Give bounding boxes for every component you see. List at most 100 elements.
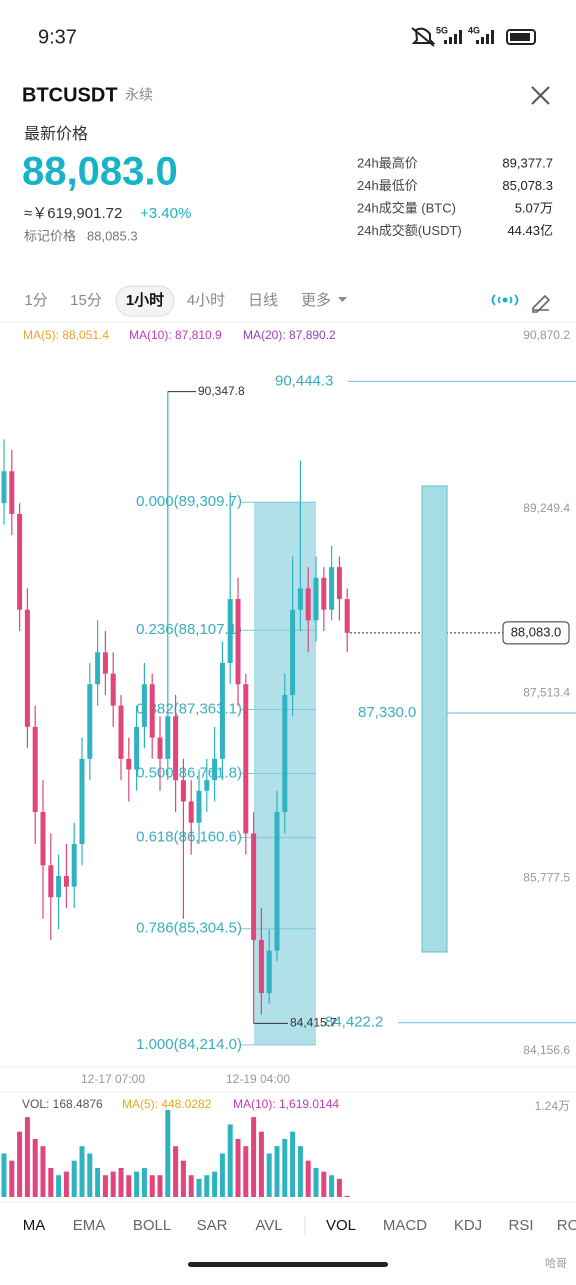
candle-body <box>313 577 319 621</box>
candle-body <box>40 812 46 866</box>
candle-body <box>1 471 7 504</box>
volume-bar <box>71 1160 77 1197</box>
draw-button[interactable] <box>532 294 551 313</box>
volume-bar <box>56 1175 62 1197</box>
level-label: 90,444.3 <box>275 372 333 389</box>
status-time: 9:37 <box>38 26 77 48</box>
candle-body <box>32 726 38 813</box>
candle-body <box>95 652 101 685</box>
candle-body <box>329 567 335 610</box>
candle-body <box>24 609 30 727</box>
indicator-tab[interactable]: SAR <box>197 1217 228 1234</box>
candle-body <box>165 716 171 759</box>
indicator-tab[interactable]: MA <box>23 1217 46 1234</box>
volume-bar <box>141 1167 147 1197</box>
volume-bar <box>274 1146 280 1197</box>
indicator-tabs: MA EMA BOLL SAR AVL VOL MACD KDJ RSI RO <box>23 1216 576 1236</box>
y-tick-label: 87,513.4 <box>523 686 570 700</box>
fib-label: 1.000(84,214.0) <box>136 1036 242 1053</box>
candle-body <box>336 567 342 600</box>
candle-body <box>305 588 311 621</box>
indicator-tab[interactable]: MACD <box>383 1217 427 1234</box>
indicator-tab[interactable]: BOLL <box>133 1217 171 1234</box>
tab-selected <box>115 285 175 317</box>
fib-label: 0.382(87,363.1) <box>136 700 242 717</box>
volume-bar <box>297 1146 303 1197</box>
price-label: 最新价格 <box>24 125 88 143</box>
symbol: BTCUSDT <box>22 84 118 106</box>
volume-bar <box>165 1109 171 1197</box>
kline-chart: 90,870.2 89,249.4 87,513.4 85,777.5 84,156.6… <box>1 328 576 1086</box>
signal-icon <box>476 30 494 44</box>
price-change: +3.40% <box>140 205 191 222</box>
volume-bar <box>134 1171 140 1197</box>
candle-body <box>102 652 108 674</box>
indicator-tab[interactable]: RO <box>557 1217 576 1234</box>
indicator-tab[interactable]: VOL <box>326 1217 356 1234</box>
candle-body <box>134 726 140 770</box>
y-tick-label: 85,777.5 <box>523 871 570 885</box>
indicator-tab[interactable]: RSI <box>508 1217 533 1234</box>
high-note: 90,347.8 <box>198 384 245 398</box>
interval-tab[interactable]: 15分 <box>70 292 102 309</box>
volume-bar <box>235 1138 241 1197</box>
candle-body <box>227 599 233 663</box>
dropdown-arrow <box>338 297 347 302</box>
candle-body <box>180 780 186 802</box>
x-tick-label: 12-19 04:00 <box>226 1072 290 1086</box>
watermark: 哈哥 <box>545 1257 567 1270</box>
signal-button[interactable] <box>491 294 519 306</box>
level-label: 84,422.2 <box>325 1014 383 1031</box>
interval-tab[interactable]: 1小时 <box>126 292 164 309</box>
volume-chart: VOL: 168.4876 MA(5): 448.0282 MA(10): 1,61… <box>1 1097 570 1197</box>
stat-label: 24h最低价 <box>357 178 418 193</box>
volume-bar <box>9 1160 15 1197</box>
volume-bar <box>282 1138 288 1197</box>
close-button[interactable] <box>531 86 550 105</box>
vol-legend: MA(10): 1,619.0144 <box>233 1097 339 1111</box>
interval-tab[interactable]: 4小时 <box>187 292 225 309</box>
net-label: 5G <box>436 25 448 35</box>
stat-label: 24h最高价 <box>357 155 418 170</box>
last-price: 88,083.0 <box>22 150 178 194</box>
current-price: 88,083.0 <box>511 624 562 639</box>
interval-tab[interactable]: 更多 <box>301 292 331 309</box>
volume-bar <box>227 1124 233 1197</box>
volume-bar <box>95 1167 101 1197</box>
candle-body <box>71 844 77 887</box>
volume-bar <box>180 1160 186 1197</box>
candle-body <box>219 662 225 759</box>
candle-body <box>243 684 249 834</box>
battery-level <box>510 33 530 41</box>
volume-bar <box>1 1153 7 1197</box>
candle-body <box>344 599 350 633</box>
net-label: 4G <box>468 25 480 35</box>
mark-price: 88,085.3 <box>87 228 138 243</box>
fib-label: 0.618(86,160.6) <box>136 829 242 846</box>
volume-bar <box>17 1131 23 1197</box>
candle-body <box>290 609 296 695</box>
volume-bar <box>258 1131 264 1197</box>
volume-bar <box>32 1138 38 1197</box>
stat-label: 24h成交额(USDT) <box>357 223 462 238</box>
candle-body <box>110 673 116 706</box>
mark-label: 标记价格 <box>24 228 76 243</box>
vol-tick: 1.24万 <box>535 1099 570 1113</box>
volume-bar <box>79 1146 85 1197</box>
volume-bar <box>305 1160 311 1197</box>
volume-bar <box>87 1153 93 1197</box>
volume-bar <box>63 1171 69 1197</box>
indicator-tab[interactable]: KDJ <box>454 1217 482 1234</box>
indicator-tab[interactable]: AVL <box>255 1217 282 1234</box>
candle-body <box>282 694 288 813</box>
range-box <box>421 485 448 953</box>
fib-label: 0.786(85,304.5) <box>136 920 242 937</box>
contract-kind: 永续 <box>125 87 153 103</box>
fib-label: 0.500(86,761.8) <box>136 765 242 782</box>
interval-tab[interactable]: 日线 <box>248 292 278 309</box>
vol-legend: MA(5): 448.0282 <box>122 1097 212 1111</box>
interval-tab[interactable]: 1分 <box>24 292 47 309</box>
candle-body <box>258 939 264 994</box>
indicator-tab[interactable]: EMA <box>73 1217 106 1234</box>
